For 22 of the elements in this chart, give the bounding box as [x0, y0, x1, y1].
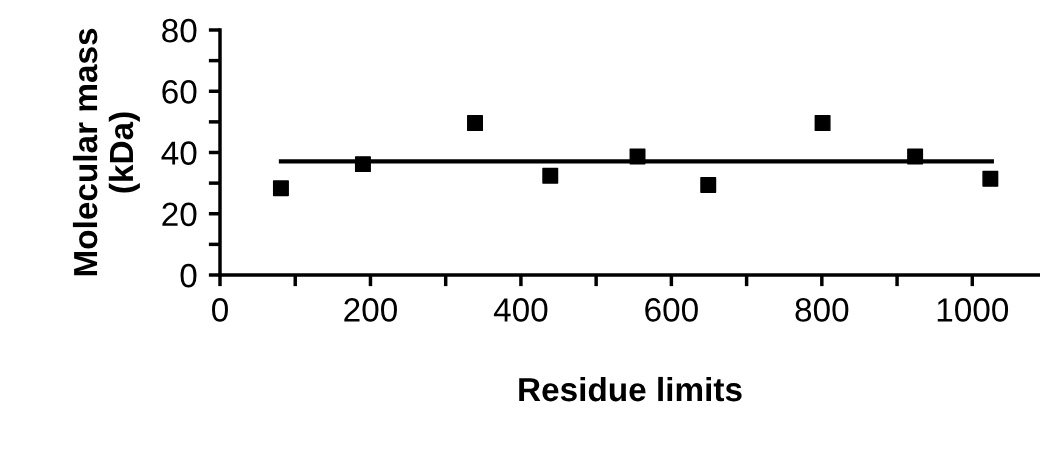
point [814, 115, 831, 132]
point [700, 176, 717, 193]
point [982, 170, 999, 187]
point [907, 148, 924, 165]
point [272, 180, 289, 197]
point [629, 148, 646, 165]
y-tick-label: 80 [162, 18, 197, 43]
y-tick-label: 0 [180, 263, 197, 288]
x-tick-label: 800 [795, 298, 849, 322]
point [542, 167, 559, 184]
x-tick-label: 600 [645, 298, 698, 322]
y-tick-label: 60 [162, 80, 197, 104]
point [467, 115, 484, 132]
y-axis-title: Molecular mass (kDa) [72, 28, 140, 276]
x-tick-label: 400 [493, 298, 548, 322]
x-axis-title: Residue limits [519, 376, 742, 402]
y-tick-label: 40 [161, 141, 197, 165]
x-tick-label: 1000 [937, 298, 1009, 322]
x-tick-label: 0 [212, 298, 228, 322]
y-tick-label: 20 [162, 202, 197, 227]
x-tick-label: 200 [344, 298, 397, 322]
point [354, 156, 371, 173]
